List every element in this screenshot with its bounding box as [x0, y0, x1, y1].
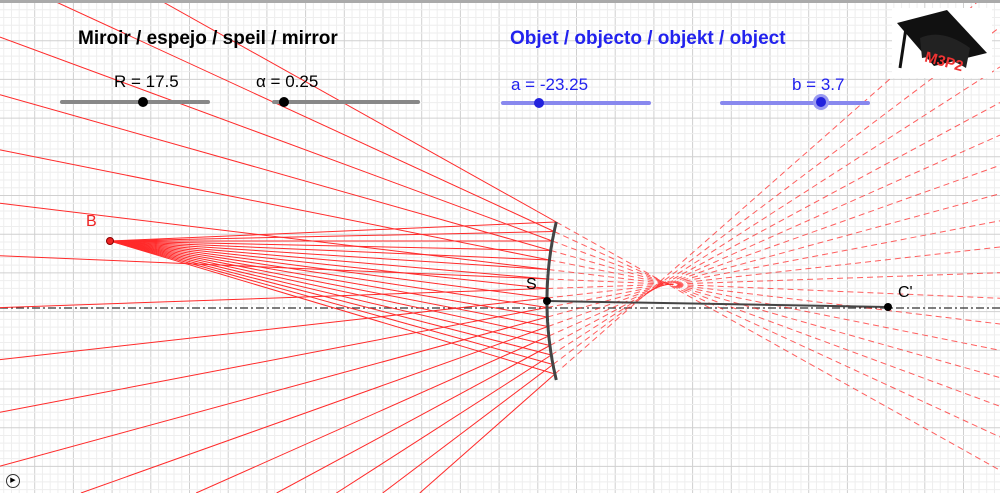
- a-slider-label: a = -23.25: [511, 75, 589, 94]
- virtual-ray: [556, 221, 1000, 471]
- reflected-ray: [0, 202, 549, 270]
- incident-ray: [109, 231, 555, 242]
- virtual-ray: [551, 66, 1000, 356]
- mirror-title: Miroir / espejo / speil / mirror: [78, 28, 338, 49]
- incident-ray: [109, 240, 549, 337]
- point-s: [543, 297, 551, 305]
- reflected-ray: [336, 354, 552, 493]
- reflected-ray: [0, 316, 548, 467]
- virtual-ray: [553, 231, 1000, 438]
- reflected-ray: [80, 326, 549, 493]
- point-b-label: B: [86, 213, 97, 230]
- a-slider-track[interactable]: [501, 101, 651, 105]
- play-icon[interactable]: ▶: [6, 474, 20, 488]
- reflected-ray: [0, 255, 548, 280]
- b-slider-label: b = 3.7: [792, 75, 845, 94]
- point-c-label: C': [898, 284, 913, 301]
- virtual-ray: [552, 26, 1000, 365]
- alpha-slider-track[interactable]: [272, 100, 420, 104]
- reflected-ray: [0, 36, 553, 242]
- incident-ray: [109, 240, 550, 261]
- reflected-ray: [419, 373, 556, 493]
- virtual-ray: [550, 250, 1000, 379]
- virtual-ray: [546, 220, 1000, 308]
- incident-ray: [109, 240, 549, 327]
- b-slider-track[interactable]: [720, 101, 870, 105]
- m3p2-logo: M3P2: [892, 8, 992, 78]
- incident-ray: [109, 240, 549, 270]
- virtual-ray: [548, 269, 1000, 325]
- incident-ray: [109, 240, 556, 375]
- incident-ray: [109, 240, 548, 289]
- incident-ray: [109, 240, 548, 299]
- reflected-ray: [0, 94, 551, 251]
- point-c: [884, 303, 892, 311]
- r-slider-label: R = 17.5: [114, 72, 179, 91]
- a-slider-handle[interactable]: [534, 98, 544, 108]
- incident-ray: [109, 240, 551, 346]
- r-slider-track[interactable]: [60, 100, 210, 104]
- point-b: [106, 237, 114, 245]
- virtual-ray: [549, 259, 1000, 351]
- virtual-ray: [547, 278, 1000, 299]
- reflected-ray: [276, 345, 551, 493]
- alpha-slider-label: α = 0.25: [256, 72, 319, 91]
- reflected-ray: [0, 149, 550, 261]
- segment-s-c: [546, 300, 889, 308]
- virtual-ray: [547, 272, 1000, 289]
- virtual-ray: [549, 102, 1000, 346]
- point-s-label: S: [526, 276, 537, 293]
- incident-ray: [109, 240, 552, 356]
- top-border: [0, 0, 1000, 3]
- incident-ray: [109, 240, 548, 308]
- reflected-ray: [51, 0, 555, 232]
- r-slider-handle[interactable]: [138, 97, 148, 107]
- b-slider-handle[interactable]: [816, 97, 826, 107]
- incident-ray: [109, 221, 557, 242]
- reflected-ray: [159, 0, 557, 223]
- alpha-slider-handle[interactable]: [279, 97, 289, 107]
- virtual-ray: [547, 193, 1000, 318]
- reflected-ray: [382, 364, 554, 493]
- incident-ray: [109, 240, 551, 251]
- reflected-ray: [195, 335, 550, 493]
- incident-ray: [109, 240, 548, 280]
- object-title: Objet / objecto / objekt / object: [510, 28, 786, 49]
- reflected-ray: [0, 307, 548, 413]
- reflected-ray: [0, 288, 548, 309]
- incident-ray: [109, 240, 548, 318]
- graduation-cap-icon: M3P2: [897, 10, 987, 75]
- incident-ray: [109, 240, 554, 365]
- virtual-ray: [546, 246, 1000, 299]
